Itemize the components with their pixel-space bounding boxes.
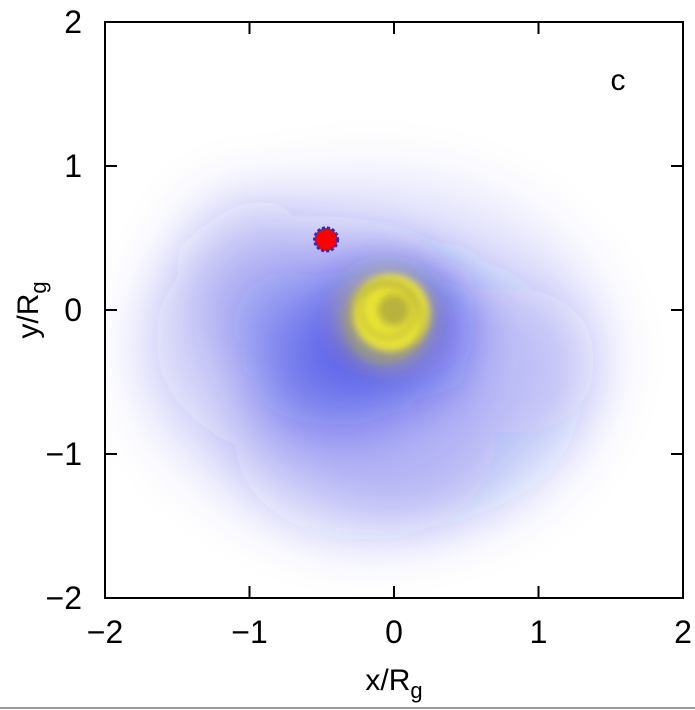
y-axis-label: y/Rg <box>12 281 51 338</box>
y-axis-label-subscript: g <box>26 281 51 293</box>
x-tick-label-3: 1 <box>530 614 548 650</box>
red-marker-point <box>313 226 340 253</box>
axis-tick-labels: −2 −1 0 1 2 −2 −1 0 1 2 <box>46 4 692 650</box>
y-tick-label-4: 2 <box>64 4 82 40</box>
y-tick-label-1: −1 <box>46 436 82 472</box>
x-tick-label-0: −2 <box>87 614 123 650</box>
density-core <box>338 268 436 366</box>
x-tick-label-4: 2 <box>674 614 692 650</box>
y-tick-label-0: −2 <box>46 580 82 616</box>
x-axis-label-subscript: g <box>410 678 422 703</box>
x-axis-label: x/Rg <box>365 664 422 703</box>
x-tick-label-1: −1 <box>231 614 267 650</box>
density-blob-5 <box>437 288 597 433</box>
y-tick-label-2: 0 <box>64 292 82 328</box>
core-ring-1 <box>359 281 418 339</box>
y-tick-label-3: 1 <box>64 148 82 184</box>
panel-label: c <box>611 64 626 97</box>
plot-area <box>133 173 611 541</box>
y-axis-label-base: y/R <box>12 294 45 339</box>
axis-ticks <box>104 21 684 599</box>
x-axis-label-base: x/R <box>365 664 410 697</box>
core-ring-2 <box>378 294 410 326</box>
x-tick-label-2: 0 <box>385 614 403 650</box>
